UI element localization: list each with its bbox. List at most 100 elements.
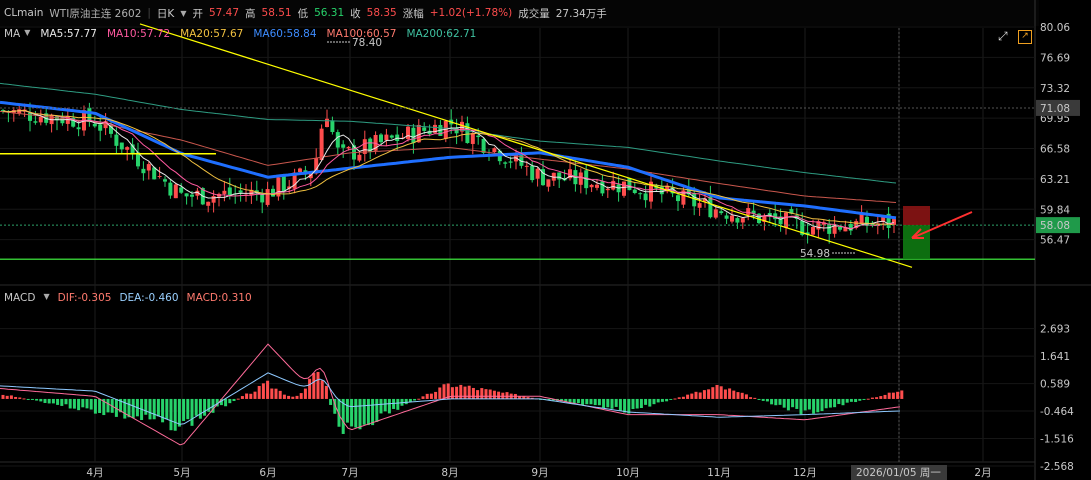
ma-legend-title[interactable]: MA [4,28,21,40]
macd-histogram-bar [883,394,887,399]
price-tick-label: 66.58 [1040,144,1070,156]
candle-body [179,187,184,193]
candle-body [881,216,886,222]
expand-icon[interactable]: ⤢ [998,29,1008,43]
macd-histogram-bar [450,387,454,399]
macd-histogram-bar [5,395,9,399]
macd-histogram-bar [266,380,270,399]
macd-histogram-bar [371,398,375,426]
macd-histogram-bar [425,393,429,399]
macd-histogram-bar [639,398,643,408]
chevron-down-icon[interactable]: ▼ [180,8,187,18]
macd-histogram-bar [635,398,639,409]
candle-body [271,188,275,197]
macd-histogram-bar [690,393,694,399]
macd-histogram-bar [379,398,383,414]
stop-loss-box [903,225,930,260]
macd-histogram-bar [623,398,627,413]
macd-tick-label: 0.589 [1040,379,1070,391]
macd-histogram-bar [274,388,278,399]
candle-body [163,179,167,182]
macd-histogram-bar [707,389,711,399]
macd-histogram-bar [492,390,496,399]
candle-body [643,193,648,201]
macd-histogram-bar [770,398,774,405]
candle-body [60,117,65,124]
candle-body [227,187,232,195]
macd-histogram-bar [740,392,744,399]
macd-histogram-bar [656,398,660,403]
macd-histogram-bar [421,396,425,399]
popout-icon[interactable]: ↗ [1018,30,1032,44]
macd-histogram-bar [887,392,891,399]
candle-body [281,176,286,192]
candle-body [789,209,794,214]
candle-body [76,127,81,130]
candle-body [632,189,637,194]
macd-histogram-bar [119,398,123,413]
macd-histogram-bar [177,398,181,427]
date-tick-label: 11月 [707,467,731,479]
macd-histogram-bar [488,389,492,399]
macd-histogram-bar [30,398,34,400]
date-tick-label: 5月 [173,467,190,479]
macd-histogram-bar [224,398,228,407]
low-mark-label: 54.98 [800,248,830,260]
ma200-label: MA200:62.71 [406,28,477,40]
macd-histogram-bar [253,391,257,399]
candle-body [152,167,157,180]
candle-body [811,227,815,235]
symbol-label[interactable]: CLmain [4,7,44,19]
macd-histogram-bar [362,398,366,425]
candle-body [892,219,896,225]
candle-body [838,227,842,230]
high-value: 58.51 [261,7,292,19]
macd-legend: MACD ▼ DIF:-0.305 DEA:-0.460 MACD:0.310 [4,292,252,304]
chevron-down-icon[interactable]: ▼ [24,28,31,37]
macd-histogram-bar [169,398,173,431]
chart-tools: ⤢ ↗ [998,30,1032,44]
macd-histogram-bar [148,398,152,420]
candle-body [719,211,724,214]
candle-body [589,184,594,188]
macd-histogram-bar [627,398,631,414]
macd-histogram-bar [530,397,534,399]
macd-histogram-bar [833,398,837,408]
macd-histogram-bar [358,398,362,430]
macd-histogram-bar [295,395,299,399]
macd-histogram-bar [820,398,824,412]
macd-histogram-bar [98,398,102,413]
candle-body [460,121,464,132]
candle-body [886,213,891,228]
candle-body [173,184,178,199]
macd-histogram-bar [455,386,459,399]
macd-histogram-bar [9,395,13,399]
macd-histogram-bar [463,386,467,399]
chevron-down-icon[interactable]: ▼ [43,292,50,301]
candle-body [276,177,281,197]
moving-average-lines [0,82,897,230]
macd-histogram-bar [652,398,656,405]
candle-body [481,138,486,153]
candle-body [411,127,416,144]
date-tick-label: 6月 [259,467,276,479]
candle-body [622,181,626,196]
macd-histogram-bar [173,398,177,431]
macd-histogram-bar [240,396,244,399]
macd-histogram-bar [841,398,845,406]
candle-body [389,135,394,138]
macd-histogram-bar [799,398,803,415]
macd-histogram-bar [471,387,475,399]
macd-histogram-bar [581,398,585,406]
candle-body [557,172,562,180]
axes: 80.06 76.69 73.32 69.95 66.58 63.21 59.84 56.47… [86,22,1074,479]
macd-legend-title[interactable]: MACD [4,292,36,304]
macd-histogram-bar [597,398,601,406]
candlesticks [1,102,896,244]
candle-body [821,222,826,225]
macd-histogram-bar [47,398,51,404]
macd-histogram-bar [698,392,702,399]
period-selector[interactable]: 日K [156,7,175,20]
macd-histogram-bar [18,397,22,399]
